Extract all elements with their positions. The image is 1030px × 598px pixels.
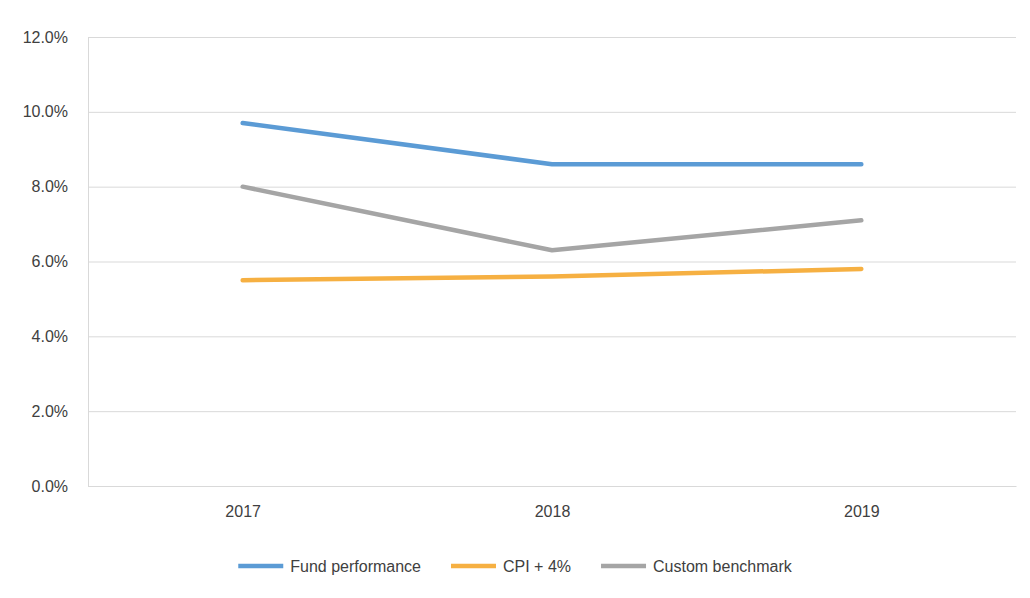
legend-swatch xyxy=(451,564,496,569)
x-tick-label: 2018 xyxy=(535,503,571,520)
grid-line xyxy=(88,112,1016,113)
legend-swatch xyxy=(601,564,646,569)
y-tick-label: 2.0% xyxy=(32,403,68,420)
legend-label: CPI + 4% xyxy=(503,558,571,575)
y-tick: 4.0% xyxy=(32,328,1016,345)
grid-line xyxy=(88,187,1016,188)
y-tick-label: 6.0% xyxy=(32,253,68,270)
legend-swatch xyxy=(238,564,283,569)
x-tick: 2019 xyxy=(844,486,880,520)
x-tick-label: 2019 xyxy=(844,503,880,520)
series-line xyxy=(243,269,862,280)
x-axis-line xyxy=(89,486,1017,487)
grid-line xyxy=(88,486,1016,487)
lines xyxy=(243,123,862,280)
plot: 0.0%2.0%4.0%6.0%8.0%10.0%12.0%2017201820… xyxy=(23,29,1017,521)
y-tick-label: 0.0% xyxy=(32,478,68,495)
y-axis: 0.0% 2.0% 4.0% 6.0% 8.0% 10.0% 12.0% xyxy=(23,29,1016,495)
y-tick: 6.0% xyxy=(32,253,1016,270)
y-tick-label: 10.0% xyxy=(23,103,68,120)
legend-item: Custom benchmark xyxy=(601,558,793,575)
grid-line xyxy=(88,262,1016,263)
series-line xyxy=(243,187,862,251)
y-tick: 10.0% xyxy=(23,103,1016,120)
y-tick-label: 12.0% xyxy=(23,29,68,46)
series-line xyxy=(243,123,862,164)
x-tick: 2017 xyxy=(225,486,261,520)
x-axis: 2017 2018 2019 xyxy=(89,486,1017,520)
x-tick-label: 2017 xyxy=(225,503,261,520)
legend: Fund performance CPI + 4% Custom benchmark xyxy=(238,558,792,575)
grid-line xyxy=(88,37,1016,38)
y-tick: 8.0% xyxy=(32,178,1016,195)
y-tick-label: 4.0% xyxy=(32,328,68,345)
legend-label: Custom benchmark xyxy=(653,558,793,575)
y-tick: 2.0% xyxy=(32,403,1016,420)
x-tick: 2018 xyxy=(535,486,571,520)
y-tick: 0.0% xyxy=(32,478,1016,495)
chart: 0.0%2.0%4.0%6.0%8.0%10.0%12.0%2017201820… xyxy=(0,0,1030,598)
legend-label: Fund performance xyxy=(290,558,421,575)
y-tick-label: 8.0% xyxy=(32,178,68,195)
legend-item: Fund performance xyxy=(238,558,421,575)
grid-line xyxy=(88,336,1016,337)
y-tick: 12.0% xyxy=(23,29,1016,46)
legend-item: CPI + 4% xyxy=(451,558,571,575)
grid-line xyxy=(88,411,1016,412)
